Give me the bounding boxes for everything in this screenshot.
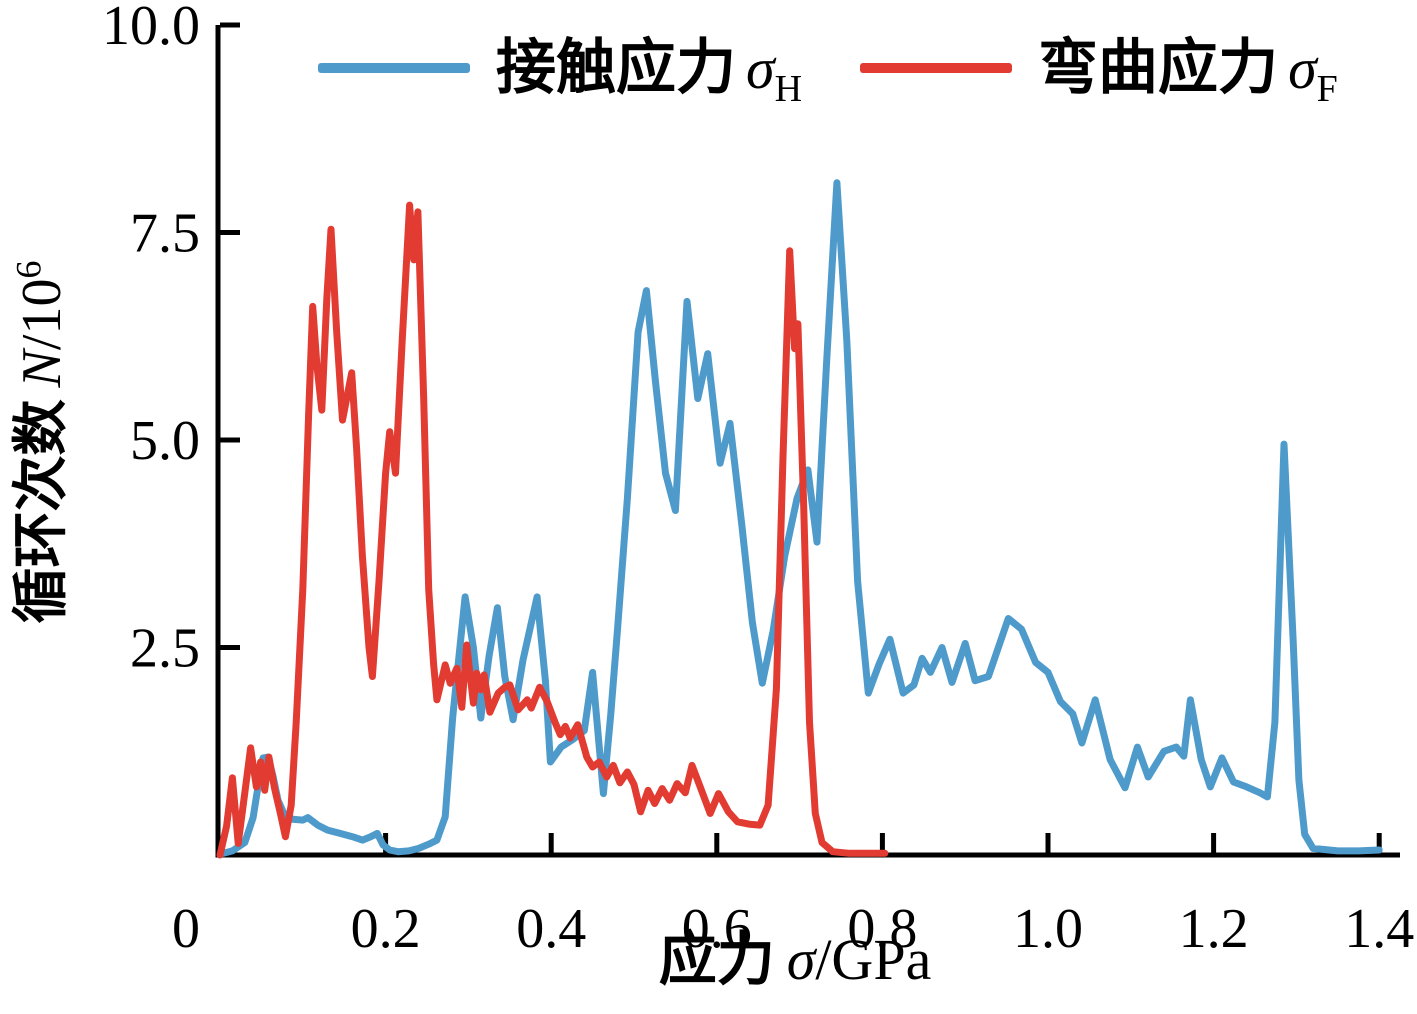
y-axis-denominator: /10 xyxy=(11,278,73,351)
legend-line-bending-stress xyxy=(860,63,1013,73)
x-axis-title: 应力 σ/GPa xyxy=(495,925,1095,995)
y-tick-label: 2.5 xyxy=(130,618,200,680)
x-axis-variable: σ xyxy=(786,927,816,992)
sigma-subscript: H xyxy=(774,68,803,110)
x-tick-label: 0.2 xyxy=(351,898,421,960)
x-tick-label: 0.8 xyxy=(847,898,917,960)
sigma-symbol: σ xyxy=(1288,36,1317,101)
series-line-bending-stress xyxy=(216,201,889,859)
legend: 接触应力 σH 弯曲应力 σF xyxy=(318,35,1338,108)
y-axis-exponent: 6 xyxy=(8,260,49,279)
y-tick-label: 5.0 xyxy=(130,410,200,472)
legend-item-contact-stress: 接触应力 σH xyxy=(318,35,802,108)
y-tick-label: 10.0 xyxy=(102,0,200,57)
x-axis-title-cn: 应力 xyxy=(658,927,775,992)
series-line-contact-stress xyxy=(219,179,1383,857)
legend-line-contact-stress xyxy=(318,63,470,73)
y-axis-title-cn: 循环次数 xyxy=(11,399,73,624)
origin-tick-label: 0 xyxy=(172,898,200,960)
legend-item-bending-stress: 弯曲应力 σF xyxy=(860,35,1338,108)
y-axis-title: 循环次数 N/106 xyxy=(0,92,84,792)
x-tick-label: 0.6 xyxy=(682,898,752,960)
sigma-symbol: σ xyxy=(746,36,775,101)
sigma-subscript: F xyxy=(1316,68,1338,110)
legend-label-bending-stress: 弯曲应力 σF xyxy=(1038,35,1338,108)
x-axis-unit: /GPa xyxy=(815,927,932,992)
x-tick-label: 1.0 xyxy=(1013,898,1083,960)
y-tick-label: 7.5 xyxy=(130,203,200,265)
x-tick-label: 1.2 xyxy=(1179,898,1249,960)
legend-label-contact-stress: 接触应力 σH xyxy=(496,35,802,108)
legend-text-cn: 弯曲应力 xyxy=(1038,35,1279,101)
y-axis-variable: N xyxy=(11,350,73,388)
x-tick-label: 0.4 xyxy=(516,898,586,960)
x-tick-label: 1.4 xyxy=(1344,898,1414,960)
legend-text-cn: 接触应力 xyxy=(496,35,736,101)
